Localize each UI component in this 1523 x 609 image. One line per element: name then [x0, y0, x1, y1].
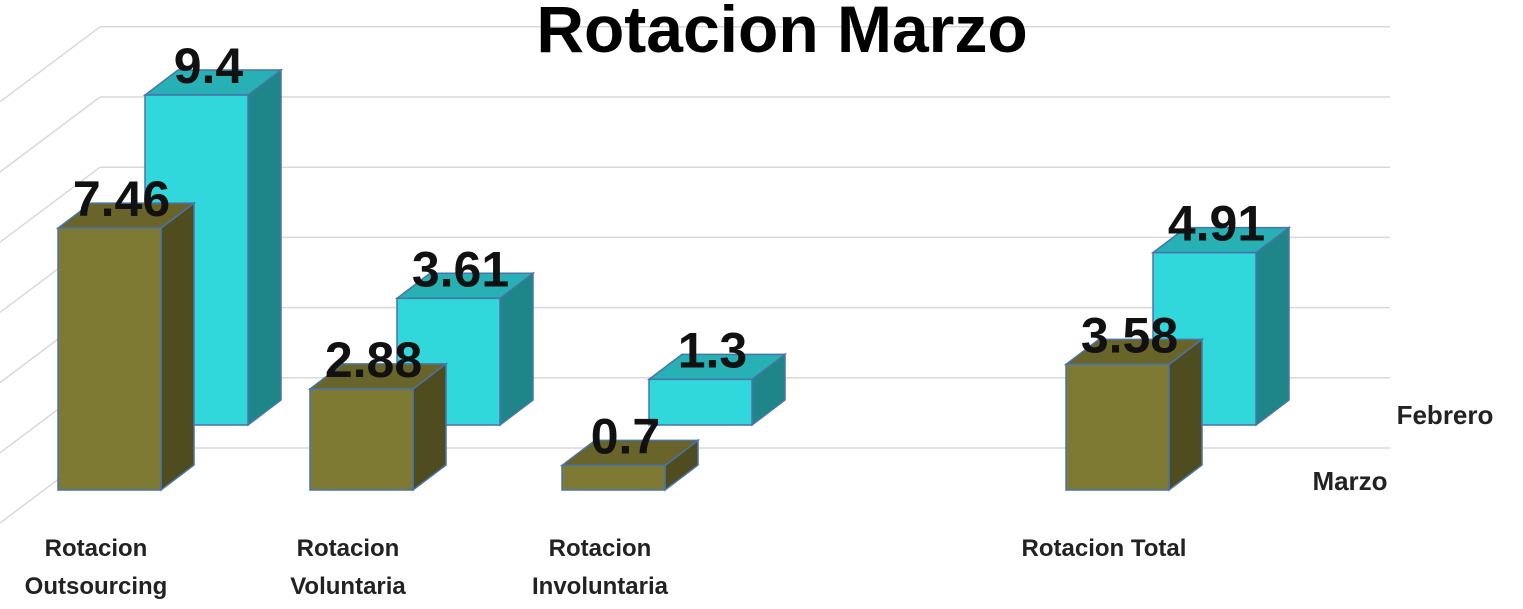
grid-line-side [0, 96, 101, 173]
x-tick-label: Rotacion Voluntaria [290, 535, 406, 600]
value-label: 2.88 [325, 332, 422, 388]
bar [57, 227, 162, 491]
bar-side [247, 68, 282, 427]
value-label: 9.4 [174, 38, 244, 94]
bar [309, 388, 414, 491]
bar-side [160, 201, 195, 492]
value-label: 7.46 [73, 171, 170, 227]
bar [561, 464, 666, 491]
chart-title: Rotacion Marzo [536, 0, 1027, 66]
value-label: 3.58 [1081, 307, 1178, 363]
value-label: 3.61 [412, 241, 509, 297]
x-tick-label: Rotacion Involuntaria [531, 535, 669, 600]
value-label: 0.7 [591, 408, 661, 464]
bar-side [1255, 226, 1290, 427]
value-label: 4.91 [1168, 196, 1265, 252]
legend-label: Marzo [1312, 466, 1387, 496]
x-tick-label: Rotacion Outsourcing [24, 535, 168, 600]
bar [648, 378, 753, 426]
legend-label: Febrero [1397, 400, 1494, 430]
x-tick-label: Rotacion Total [1021, 535, 1187, 562]
grid-line-side [0, 26, 101, 103]
value-label: 1.3 [678, 322, 748, 378]
bar [1065, 363, 1170, 491]
grid-line-side [0, 166, 101, 243]
